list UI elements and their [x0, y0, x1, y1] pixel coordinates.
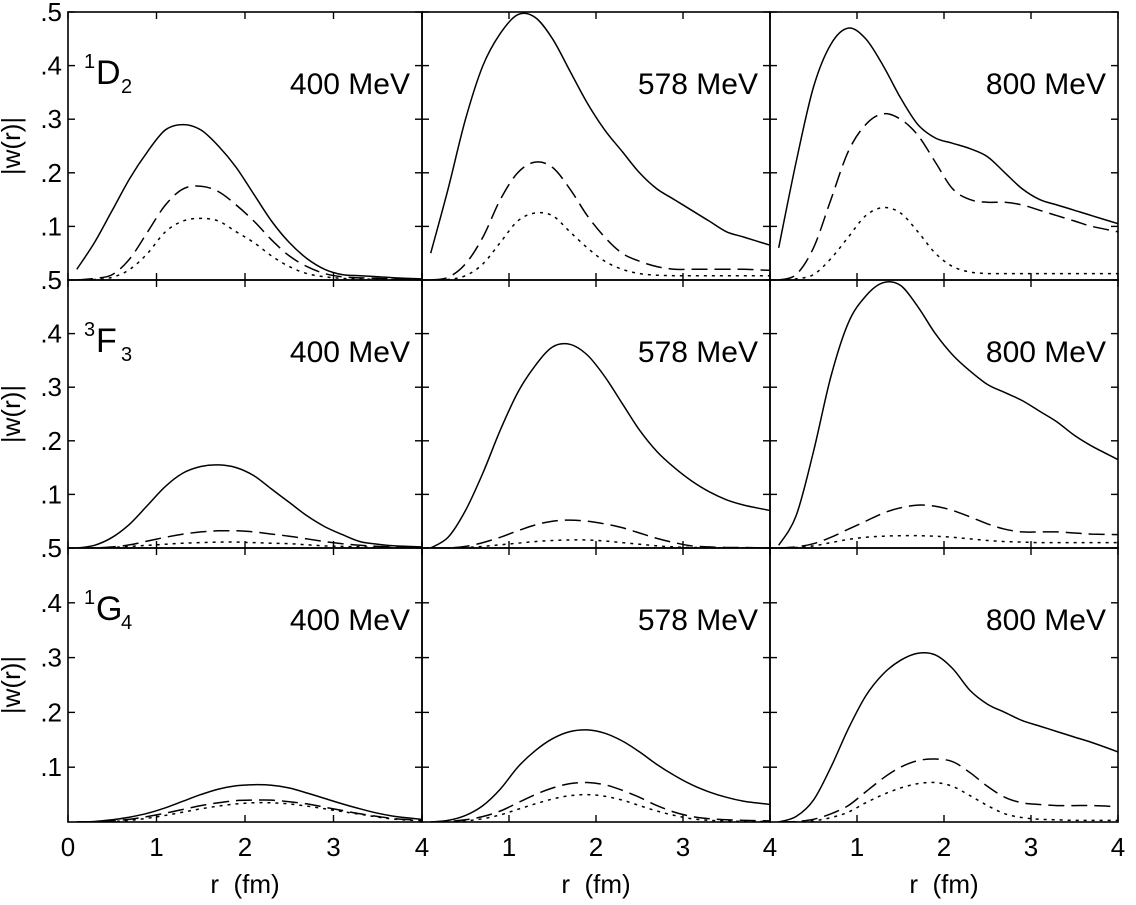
energy-label: 400 MeV [290, 336, 410, 369]
panel-r2-c2: 578 MeV [421, 279, 771, 549]
energy-label: 800 MeV [986, 336, 1106, 369]
y-tick-label: .5 [40, 265, 62, 295]
panel-frame [67, 279, 423, 549]
series-dashed [76, 185, 422, 280]
panel-frame [421, 547, 771, 823]
x-tick-label: 4 [763, 832, 777, 862]
wave-spin-multiplicity: 1 [84, 587, 95, 609]
y-tick-label: .2 [40, 426, 62, 456]
panel-frame [769, 11, 1119, 281]
y-tick-label: .4 [40, 51, 62, 81]
energy-label: 800 MeV [986, 604, 1106, 637]
energy-label: 400 MeV [290, 604, 410, 637]
x-tick-label: 2 [937, 832, 951, 862]
wave-total-j: 4 [121, 612, 132, 634]
x-tick-label: 3 [1024, 832, 1038, 862]
partial-wave-label: 1 G4 [84, 587, 132, 634]
series-dashed [430, 519, 770, 548]
panel-frame [769, 547, 1119, 823]
series-solid [76, 783, 422, 822]
series-solid [430, 342, 770, 548]
series-solid [778, 651, 1118, 822]
x-tick-label: 1 [502, 832, 516, 862]
wave-total-j: 3 [121, 344, 132, 366]
y-axis-title: |w(r)| [0, 656, 26, 714]
wave-spin-multiplicity: 3 [84, 319, 95, 341]
energy-label: 400 MeV [290, 68, 410, 101]
series-dashed [76, 799, 422, 822]
y-tick-label: .1 [40, 211, 62, 241]
x-tick-label: 3 [676, 832, 690, 862]
series-solid [778, 280, 1118, 546]
series-dotted [430, 793, 770, 822]
panel-frame [67, 11, 423, 281]
y-axis-title: |w(r)| [0, 117, 26, 175]
x-axis-title: r (fm) [210, 869, 279, 899]
x-tick-label: 3 [326, 832, 340, 862]
panel-r1-c3: 800 MeV [769, 11, 1119, 281]
series-dotted [76, 541, 422, 548]
wave-orbital-letter: F [96, 322, 117, 360]
series-dashed [778, 112, 1118, 280]
series-dotted [76, 217, 422, 280]
panel-r2-c1: 400 MeV 3 F 3 [67, 279, 423, 549]
series-solid [430, 729, 770, 822]
y-tick-label: .2 [40, 697, 62, 727]
x-axis-title: r (fm) [909, 869, 978, 899]
panel-r1-c2: 578 MeV [421, 11, 771, 281]
series-solid [777, 27, 1118, 248]
x-tick-label: 1 [850, 832, 864, 862]
x-tick-label: 1 [149, 832, 163, 862]
series-solid [429, 12, 770, 254]
series-dashed [778, 504, 1118, 548]
y-tick-label: .1 [40, 479, 62, 509]
x-tick-label: 4 [415, 832, 429, 862]
y-tick-label: .3 [40, 372, 62, 402]
series-dashed [76, 529, 422, 548]
y-tick-label: .4 [40, 319, 62, 349]
x-tick-label: 0 [61, 832, 75, 862]
energy-label: 800 MeV [986, 68, 1106, 101]
x-axis-title: r (fm) [561, 869, 630, 899]
series-solid [76, 123, 422, 280]
series-dashed [430, 161, 770, 280]
wave-orbital-letter: G [96, 590, 122, 628]
energy-label: 578 MeV [638, 336, 758, 369]
panel-frame [421, 11, 771, 281]
series-dotted [430, 211, 770, 280]
y-tick-label: .4 [40, 588, 62, 618]
series-dotted [76, 801, 422, 822]
panel-r1-c1: 400 MeV 1 D 2 [67, 11, 423, 281]
series-dotted [778, 781, 1118, 822]
x-tick-label: 2 [238, 832, 252, 862]
y-axis-title: |w(r)| [0, 385, 26, 443]
series-dashed [430, 781, 770, 822]
energy-label: 578 MeV [638, 604, 758, 637]
series-dashed [778, 758, 1118, 822]
panel-r2-c3: 800 MeV [769, 279, 1119, 549]
y-tick-label: .1 [40, 752, 62, 782]
series-dotted [778, 206, 1118, 280]
series-solid [76, 464, 422, 548]
y-tick-label: .3 [40, 104, 62, 134]
series-dotted [430, 539, 770, 548]
x-tick-label: 2 [589, 832, 603, 862]
y-tick-label: .5 [40, 0, 62, 27]
wave-total-j: 2 [121, 76, 132, 98]
panel-frame [421, 279, 771, 549]
panel-r3-c1: 400 MeV 1 G4 [67, 547, 423, 823]
wave-orbital-letter: D [96, 54, 121, 92]
y-tick-label: .3 [40, 643, 62, 673]
panel-r3-c2: 578 MeV [421, 547, 771, 823]
y-tick-label: .2 [40, 158, 62, 188]
energy-label: 578 MeV [638, 68, 758, 101]
x-tick-label: 4 [1111, 832, 1125, 862]
y-tick-label: .5 [40, 533, 62, 563]
wave-spin-multiplicity: 1 [84, 51, 95, 73]
panel-r3-c3: 800 MeV [769, 547, 1119, 823]
